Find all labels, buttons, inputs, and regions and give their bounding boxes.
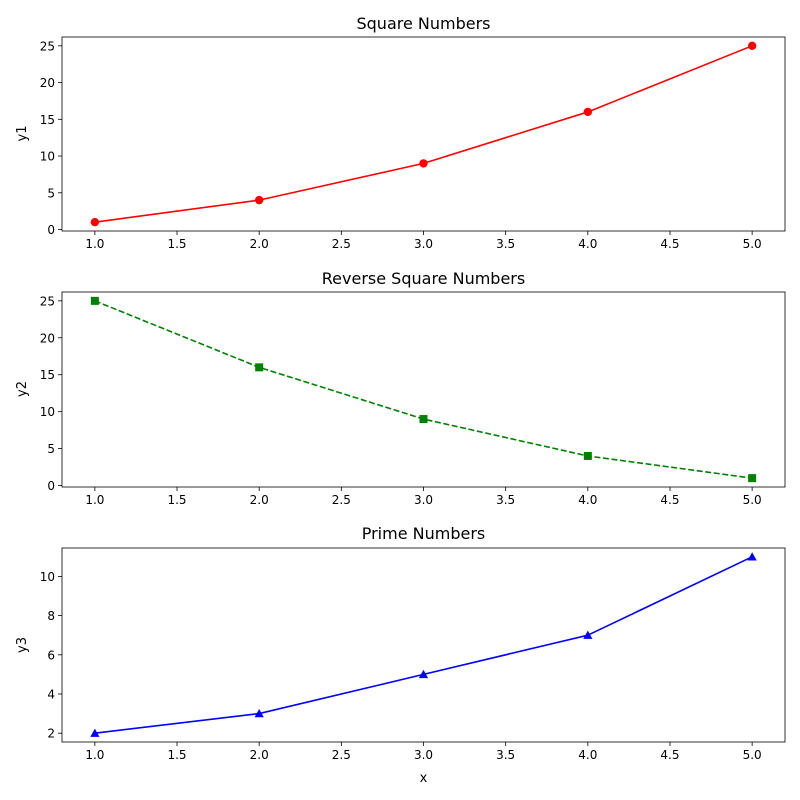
- x-tick-label: 1.0: [85, 237, 104, 251]
- x-tick-label: 3.5: [496, 237, 515, 251]
- y-tick-label: 4: [47, 687, 55, 701]
- x-tick-label: 1.5: [167, 237, 186, 251]
- y-tick-label: 10: [40, 570, 55, 584]
- x-tick-label: 4.5: [660, 748, 679, 762]
- y-tick-label: 8: [47, 609, 55, 623]
- y-axis-label: y1: [15, 126, 30, 142]
- y-tick-label: 0: [47, 479, 55, 493]
- data-point: [254, 195, 264, 205]
- data-point: [90, 728, 100, 737]
- x-tick-label: 3.5: [496, 748, 515, 762]
- y-tick-label: 0: [47, 223, 55, 237]
- subplot-square-numbers: Square Numbers y1 1.0 1.5 2.0 2.5 3.0 3.5 4.0 4…: [15, 14, 786, 251]
- y-tick-label: 10: [40, 150, 55, 164]
- x-tick-label: 4.0: [578, 237, 597, 251]
- y-tick-label: 25: [40, 39, 55, 53]
- y-tick-label: 5: [47, 186, 55, 200]
- x-tick-label: 3.5: [496, 493, 515, 507]
- data-point: [90, 296, 99, 305]
- x-tick-label: 3.0: [414, 493, 433, 507]
- y-tick-label: 15: [40, 368, 55, 382]
- data-point: [90, 217, 100, 227]
- x-tick-label: 1.5: [167, 493, 186, 507]
- y-tick-label: 10: [40, 405, 55, 419]
- y-tick-label: 2: [47, 727, 55, 741]
- x-tick-label: 4.5: [660, 493, 679, 507]
- x-tick-label: 3.0: [414, 237, 433, 251]
- axes-frame: [61, 36, 786, 232]
- data-point: [254, 708, 264, 718]
- data-point: [747, 41, 757, 51]
- x-tick-label: 5.0: [743, 748, 762, 762]
- x-tick-label: 5.0: [743, 237, 762, 251]
- x-tick-label: 2.5: [332, 748, 351, 762]
- x-tick-label: 2.0: [250, 237, 269, 251]
- data-point: [583, 451, 592, 460]
- data-point: [583, 107, 593, 117]
- axes-frame: [61, 291, 786, 488]
- x-tick-label: 1.5: [167, 748, 186, 762]
- y-tick-label: 6: [47, 648, 55, 662]
- subplot-prime-numbers: Prime Numbers y3 x 1.0 1.5 2.0 2.5 3.0 3.5 4.0…: [15, 524, 786, 786]
- data-point: [419, 415, 428, 424]
- y-tick-label: 15: [40, 113, 55, 127]
- y-tick-label: 5: [47, 442, 55, 456]
- x-tick-label: 1.0: [85, 493, 104, 507]
- subplot-title: Square Numbers: [356, 14, 490, 33]
- y-axis-label: y3: [15, 637, 30, 653]
- y-tick-label: 20: [40, 76, 55, 90]
- x-tick-label: 3.0: [414, 748, 433, 762]
- x-tick-label: 4.0: [578, 748, 597, 762]
- subplot-title: Prime Numbers: [362, 524, 486, 543]
- subplot-title: Reverse Square Numbers: [322, 269, 525, 288]
- x-tick-label: 2.5: [332, 237, 351, 251]
- data-point: [418, 669, 429, 679]
- y-axis-label: y2: [15, 381, 30, 397]
- x-tick-label: 4.5: [660, 237, 679, 251]
- y-tick-label: 25: [40, 294, 55, 308]
- y-tick-label: 20: [40, 331, 55, 345]
- x-tick-label: 1.0: [85, 748, 104, 762]
- subplot-reverse-square-numbers: Reverse Square Numbers y2 1.0 1.5 2.0 2.5 3.…: [15, 269, 786, 507]
- data-point: [748, 474, 757, 483]
- x-tick-label: 5.0: [743, 493, 762, 507]
- data-point: [255, 363, 264, 372]
- axes-frame: [61, 547, 786, 743]
- data-point: [419, 159, 428, 168]
- x-axis-label: x: [420, 771, 428, 786]
- x-tick-label: 4.0: [578, 493, 597, 507]
- x-tick-label: 2.0: [250, 493, 269, 507]
- x-tick-label: 2.5: [332, 493, 351, 507]
- x-tick-label: 2.0: [250, 748, 269, 762]
- data-point: [583, 630, 593, 639]
- data-point: [747, 552, 757, 561]
